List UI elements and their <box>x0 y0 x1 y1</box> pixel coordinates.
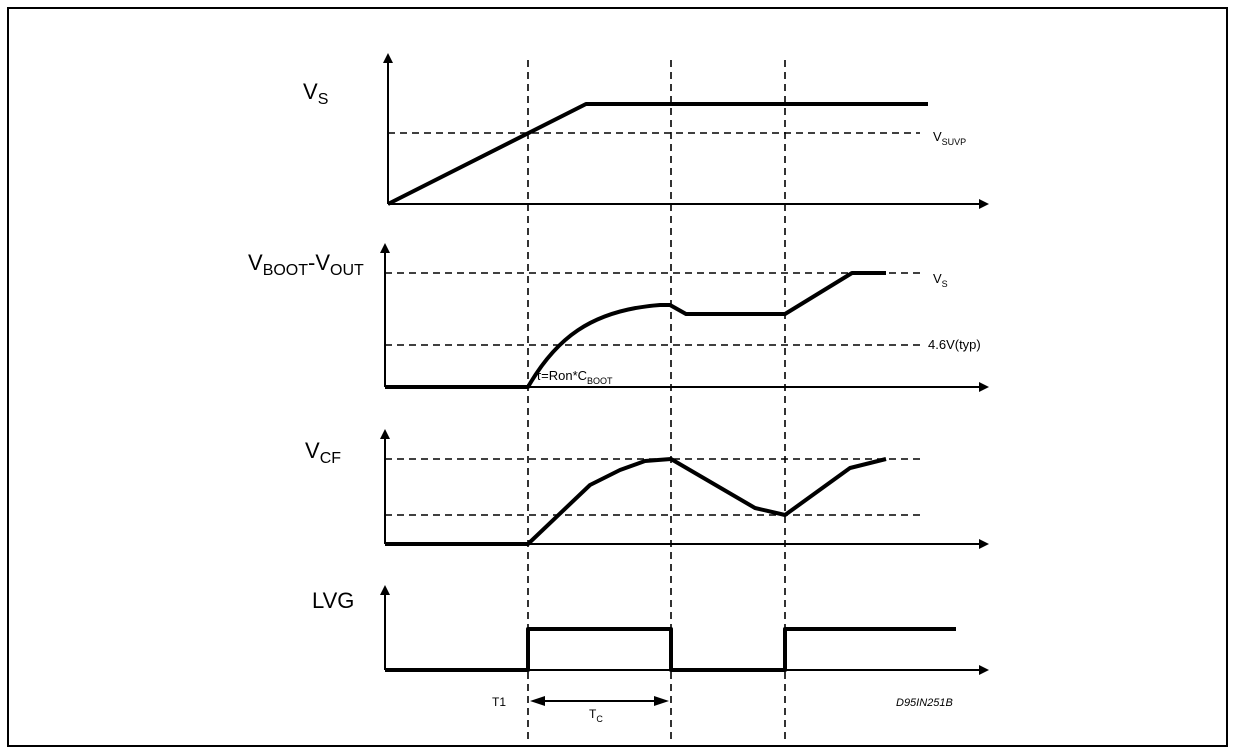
vboot-waveform <box>385 271 886 389</box>
tc-arrow-left <box>530 696 545 706</box>
t1-label: T1 <box>492 695 506 709</box>
vsuvp-level-label: VSUVP <box>933 129 966 147</box>
typ-level-label: 4.6V(typ) <box>928 337 981 352</box>
lvg-waveform <box>385 627 956 672</box>
panel-vboot: VBOOT-VOUT VS 4.6V(typ) τ=Ron*CBOOT <box>248 243 989 392</box>
vs-signal-label: VS <box>303 79 328 108</box>
panel-vcf: VCF <box>305 429 989 549</box>
vs-waveform <box>387 102 928 206</box>
panel-vs: VS VSUVP <box>303 53 989 209</box>
figure-frame <box>7 7 1228 747</box>
tau-annotation: τ=Ron*CBOOT <box>536 368 613 386</box>
vs-level-label: VS <box>933 271 948 289</box>
vcf-waveform <box>385 457 887 546</box>
figure-id-label: D95IN251B <box>896 697 953 709</box>
panel-lvg: LVG <box>312 585 989 675</box>
tc-arrow-right <box>654 696 669 706</box>
vboot-signal-label: VBOOT-VOUT <box>248 250 364 279</box>
lvg-signal-label: LVG <box>312 588 354 613</box>
tc-label: TC <box>589 707 603 724</box>
vcf-signal-label: VCF <box>305 438 341 467</box>
